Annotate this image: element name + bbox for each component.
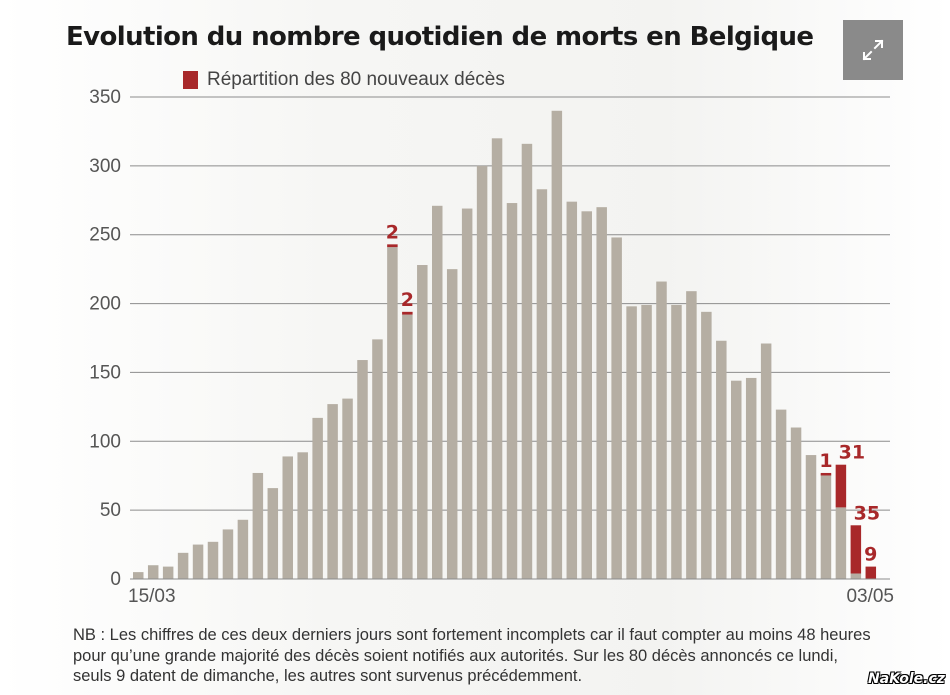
bar	[701, 311, 712, 579]
bar	[402, 314, 413, 579]
bar	[192, 544, 204, 579]
accent-layer	[387, 244, 877, 579]
new-deaths-bar	[835, 464, 847, 508]
data-label: 2	[401, 289, 414, 311]
bar	[850, 573, 862, 579]
data-label: 9	[864, 544, 877, 566]
new-deaths-bar	[865, 566, 877, 579]
y-tick-label: 200	[89, 294, 121, 315]
data-label: 35	[854, 502, 880, 524]
bar	[745, 377, 757, 579]
bar	[686, 291, 697, 579]
legend: Répartition des 80 nouveaux décès	[183, 68, 505, 92]
data-label: 1	[819, 450, 832, 472]
y-tick-label: 300	[89, 156, 121, 177]
y-tick-label: 50	[100, 500, 121, 521]
bar	[133, 572, 144, 579]
bar	[491, 138, 503, 580]
bar	[327, 404, 338, 579]
bar	[760, 343, 772, 579]
bar	[551, 110, 563, 580]
bar	[506, 203, 518, 580]
bar	[282, 456, 293, 579]
x-tick-label: 03/05	[846, 586, 894, 607]
bar	[357, 360, 368, 579]
data-label: 31	[839, 442, 865, 464]
bar-chart: 2 2 1 31 35 9 0 50 100 150 200 250 300 350 15/03 03/05	[89, 87, 894, 607]
bar	[820, 474, 832, 579]
bar	[476, 165, 488, 579]
bar	[147, 565, 159, 579]
y-tick-label: 350	[89, 87, 121, 108]
bar	[626, 306, 637, 579]
bar	[581, 211, 592, 579]
bar	[432, 205, 443, 579]
bar	[775, 409, 787, 579]
bar	[177, 552, 189, 579]
bar	[252, 472, 264, 579]
axis-layer: 0 50 100 150 200 250 300 350 15/03 03/05	[89, 87, 894, 607]
legend-label: Répartition des 80 nouveaux décès	[207, 69, 505, 90]
labels-layer: 2 2 1 31 35 9	[386, 221, 880, 565]
bar	[805, 455, 817, 579]
y-tick-label: 0	[110, 569, 121, 590]
bar	[372, 339, 383, 579]
new-deaths-bar	[850, 525, 862, 574]
bar	[461, 208, 473, 579]
bar	[207, 541, 219, 579]
bar	[521, 143, 533, 579]
bar	[297, 452, 308, 579]
expand-arrows-icon	[862, 39, 884, 61]
y-tick-label: 250	[89, 225, 121, 246]
bar	[312, 417, 323, 579]
bar	[342, 398, 353, 579]
bar	[835, 507, 847, 579]
bar	[731, 380, 742, 579]
bar	[790, 427, 802, 579]
bar	[716, 340, 727, 579]
bar	[536, 189, 548, 580]
bar	[387, 247, 398, 579]
bar	[162, 566, 174, 579]
y-tick-label: 150	[89, 362, 121, 383]
bar	[566, 201, 578, 580]
chart-title: Evolution du nombre quotidien de morts e…	[66, 22, 814, 52]
bar	[611, 237, 622, 579]
bar	[671, 304, 682, 579]
bar	[596, 207, 607, 579]
bar	[222, 529, 234, 579]
bar	[267, 488, 279, 579]
footnote: NB : Les chiffres de ces deux derniers j…	[73, 626, 871, 685]
bar	[641, 304, 652, 579]
bar	[656, 281, 667, 579]
bar	[237, 519, 249, 579]
y-tick-label: 100	[89, 431, 121, 452]
expand-button[interactable]	[843, 20, 903, 80]
new-deaths-bar	[402, 311, 413, 315]
watermark: NaKole.cz	[868, 671, 945, 687]
x-tick-label: 15/03	[128, 586, 176, 607]
new-deaths-bar	[820, 472, 832, 476]
bars-layer	[133, 110, 862, 580]
legend-swatch	[183, 71, 198, 89]
data-label: 2	[386, 221, 399, 243]
bar	[417, 265, 428, 579]
bar	[446, 269, 458, 579]
new-deaths-bar	[387, 244, 398, 248]
